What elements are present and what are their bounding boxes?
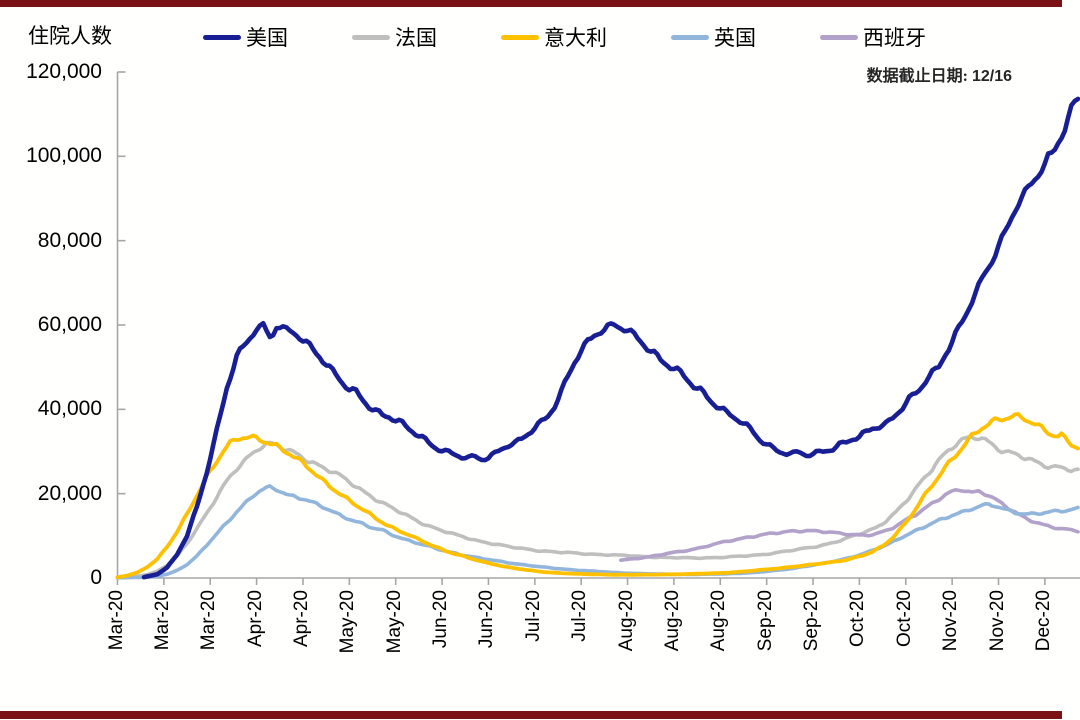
- data-cutoff-label: 数据截止日期:: [866, 68, 968, 85]
- legend-line-marker: [820, 34, 858, 40]
- x-tick-label: Jul-20: [522, 590, 544, 642]
- y-tick-label: 40,000: [37, 397, 102, 421]
- legend-item-uk: 英国: [671, 22, 756, 52]
- x-tick-label: May-20: [337, 590, 359, 654]
- series-line-us: [141, 96, 1080, 580]
- x-tick-label: Sep-20: [801, 590, 823, 652]
- legend-line-marker: [501, 34, 539, 40]
- y-tick-label: 60,000: [37, 313, 102, 336]
- series-line-france: [115, 435, 1080, 580]
- legend-item-us: 美国: [203, 22, 288, 52]
- bottom-accent-bar: [0, 711, 1062, 719]
- x-tick-label: May-20: [383, 590, 405, 654]
- data-cutoff-note: 数据截止日期: 12/16: [867, 62, 1012, 86]
- x-tick-label: Mar-20: [105, 590, 127, 651]
- x-tick-label: Dec-20: [1032, 590, 1054, 652]
- x-tick-label: Aug-20: [708, 590, 730, 652]
- series-line-uk: [115, 484, 1080, 580]
- legend-item-italy: 意大利: [501, 22, 607, 52]
- legend: 美国 法国 意大利 英国 西班牙: [203, 22, 926, 52]
- legend-label: 法国: [395, 26, 437, 50]
- x-tick-label: Apr-20: [244, 590, 266, 648]
- legend-label: 美国: [246, 26, 288, 50]
- data-cutoff-date: 12/16: [971, 68, 1012, 85]
- series-line-spain: [619, 488, 1080, 562]
- legend-label: 意大利: [544, 26, 607, 50]
- x-tick-label: Mar-20: [198, 590, 220, 651]
- legend-line-marker: [203, 34, 241, 40]
- top-accent-bar: [0, 0, 1062, 7]
- y-tick-label: 100,000: [26, 144, 102, 168]
- legend-label: 英国: [714, 26, 756, 50]
- legend-line-marker: [671, 34, 709, 40]
- x-tick-label: Nov-20: [940, 590, 962, 652]
- x-tick-label: Mar-20: [151, 590, 173, 651]
- x-tick-label: Apr-20: [290, 590, 312, 648]
- x-tick-label: Oct-20: [847, 590, 869, 648]
- y-axis-title: 住院人数: [28, 24, 112, 48]
- x-tick-label: Sep-20: [754, 590, 776, 652]
- x-tick-label: Jun-20: [430, 590, 452, 649]
- x-tick-label: Jul-20: [569, 590, 591, 642]
- x-tick-label: Jun-20: [476, 590, 498, 649]
- y-tick-label: 80,000: [37, 228, 102, 252]
- y-tick-label: 120,000: [26, 60, 102, 83]
- x-tick-label: Aug-20: [661, 590, 683, 652]
- legend-line-marker: [352, 34, 390, 40]
- y-tick-label: 20,000: [37, 481, 102, 505]
- x-tick-label: Aug-20: [615, 590, 637, 652]
- y-tick-label: 0: [90, 566, 102, 589]
- legend-item-spain: 西班牙: [820, 22, 926, 52]
- series-line-italy: [115, 412, 1080, 580]
- x-tick-label: Nov-20: [986, 590, 1008, 652]
- x-tick-label: Oct-20: [893, 590, 915, 648]
- legend-label: 西班牙: [863, 26, 926, 50]
- legend-item-france: 法国: [352, 22, 437, 52]
